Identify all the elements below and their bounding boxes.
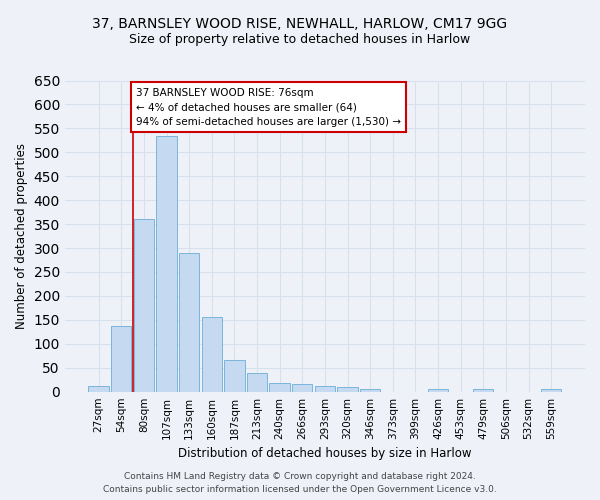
Bar [269, 383, 290, 392]
Bar [541, 390, 562, 392]
Bar [111, 326, 131, 392]
Bar [337, 388, 358, 392]
Bar [88, 386, 109, 392]
Bar [179, 253, 199, 392]
Bar [428, 390, 448, 392]
Bar [224, 360, 245, 392]
Bar [360, 390, 380, 392]
Bar [202, 316, 222, 392]
Bar [473, 390, 493, 392]
Bar [315, 386, 335, 392]
Bar [292, 384, 313, 392]
Bar [134, 220, 154, 392]
Y-axis label: Number of detached properties: Number of detached properties [15, 143, 28, 329]
Bar [157, 136, 176, 392]
Bar [247, 374, 267, 392]
X-axis label: Distribution of detached houses by size in Harlow: Distribution of detached houses by size … [178, 447, 472, 460]
Text: Size of property relative to detached houses in Harlow: Size of property relative to detached ho… [130, 32, 470, 46]
Text: 37 BARNSLEY WOOD RISE: 76sqm
← 4% of detached houses are smaller (64)
94% of sem: 37 BARNSLEY WOOD RISE: 76sqm ← 4% of det… [136, 88, 401, 128]
Text: Contains HM Land Registry data © Crown copyright and database right 2024.
Contai: Contains HM Land Registry data © Crown c… [103, 472, 497, 494]
Text: 37, BARNSLEY WOOD RISE, NEWHALL, HARLOW, CM17 9GG: 37, BARNSLEY WOOD RISE, NEWHALL, HARLOW,… [92, 18, 508, 32]
